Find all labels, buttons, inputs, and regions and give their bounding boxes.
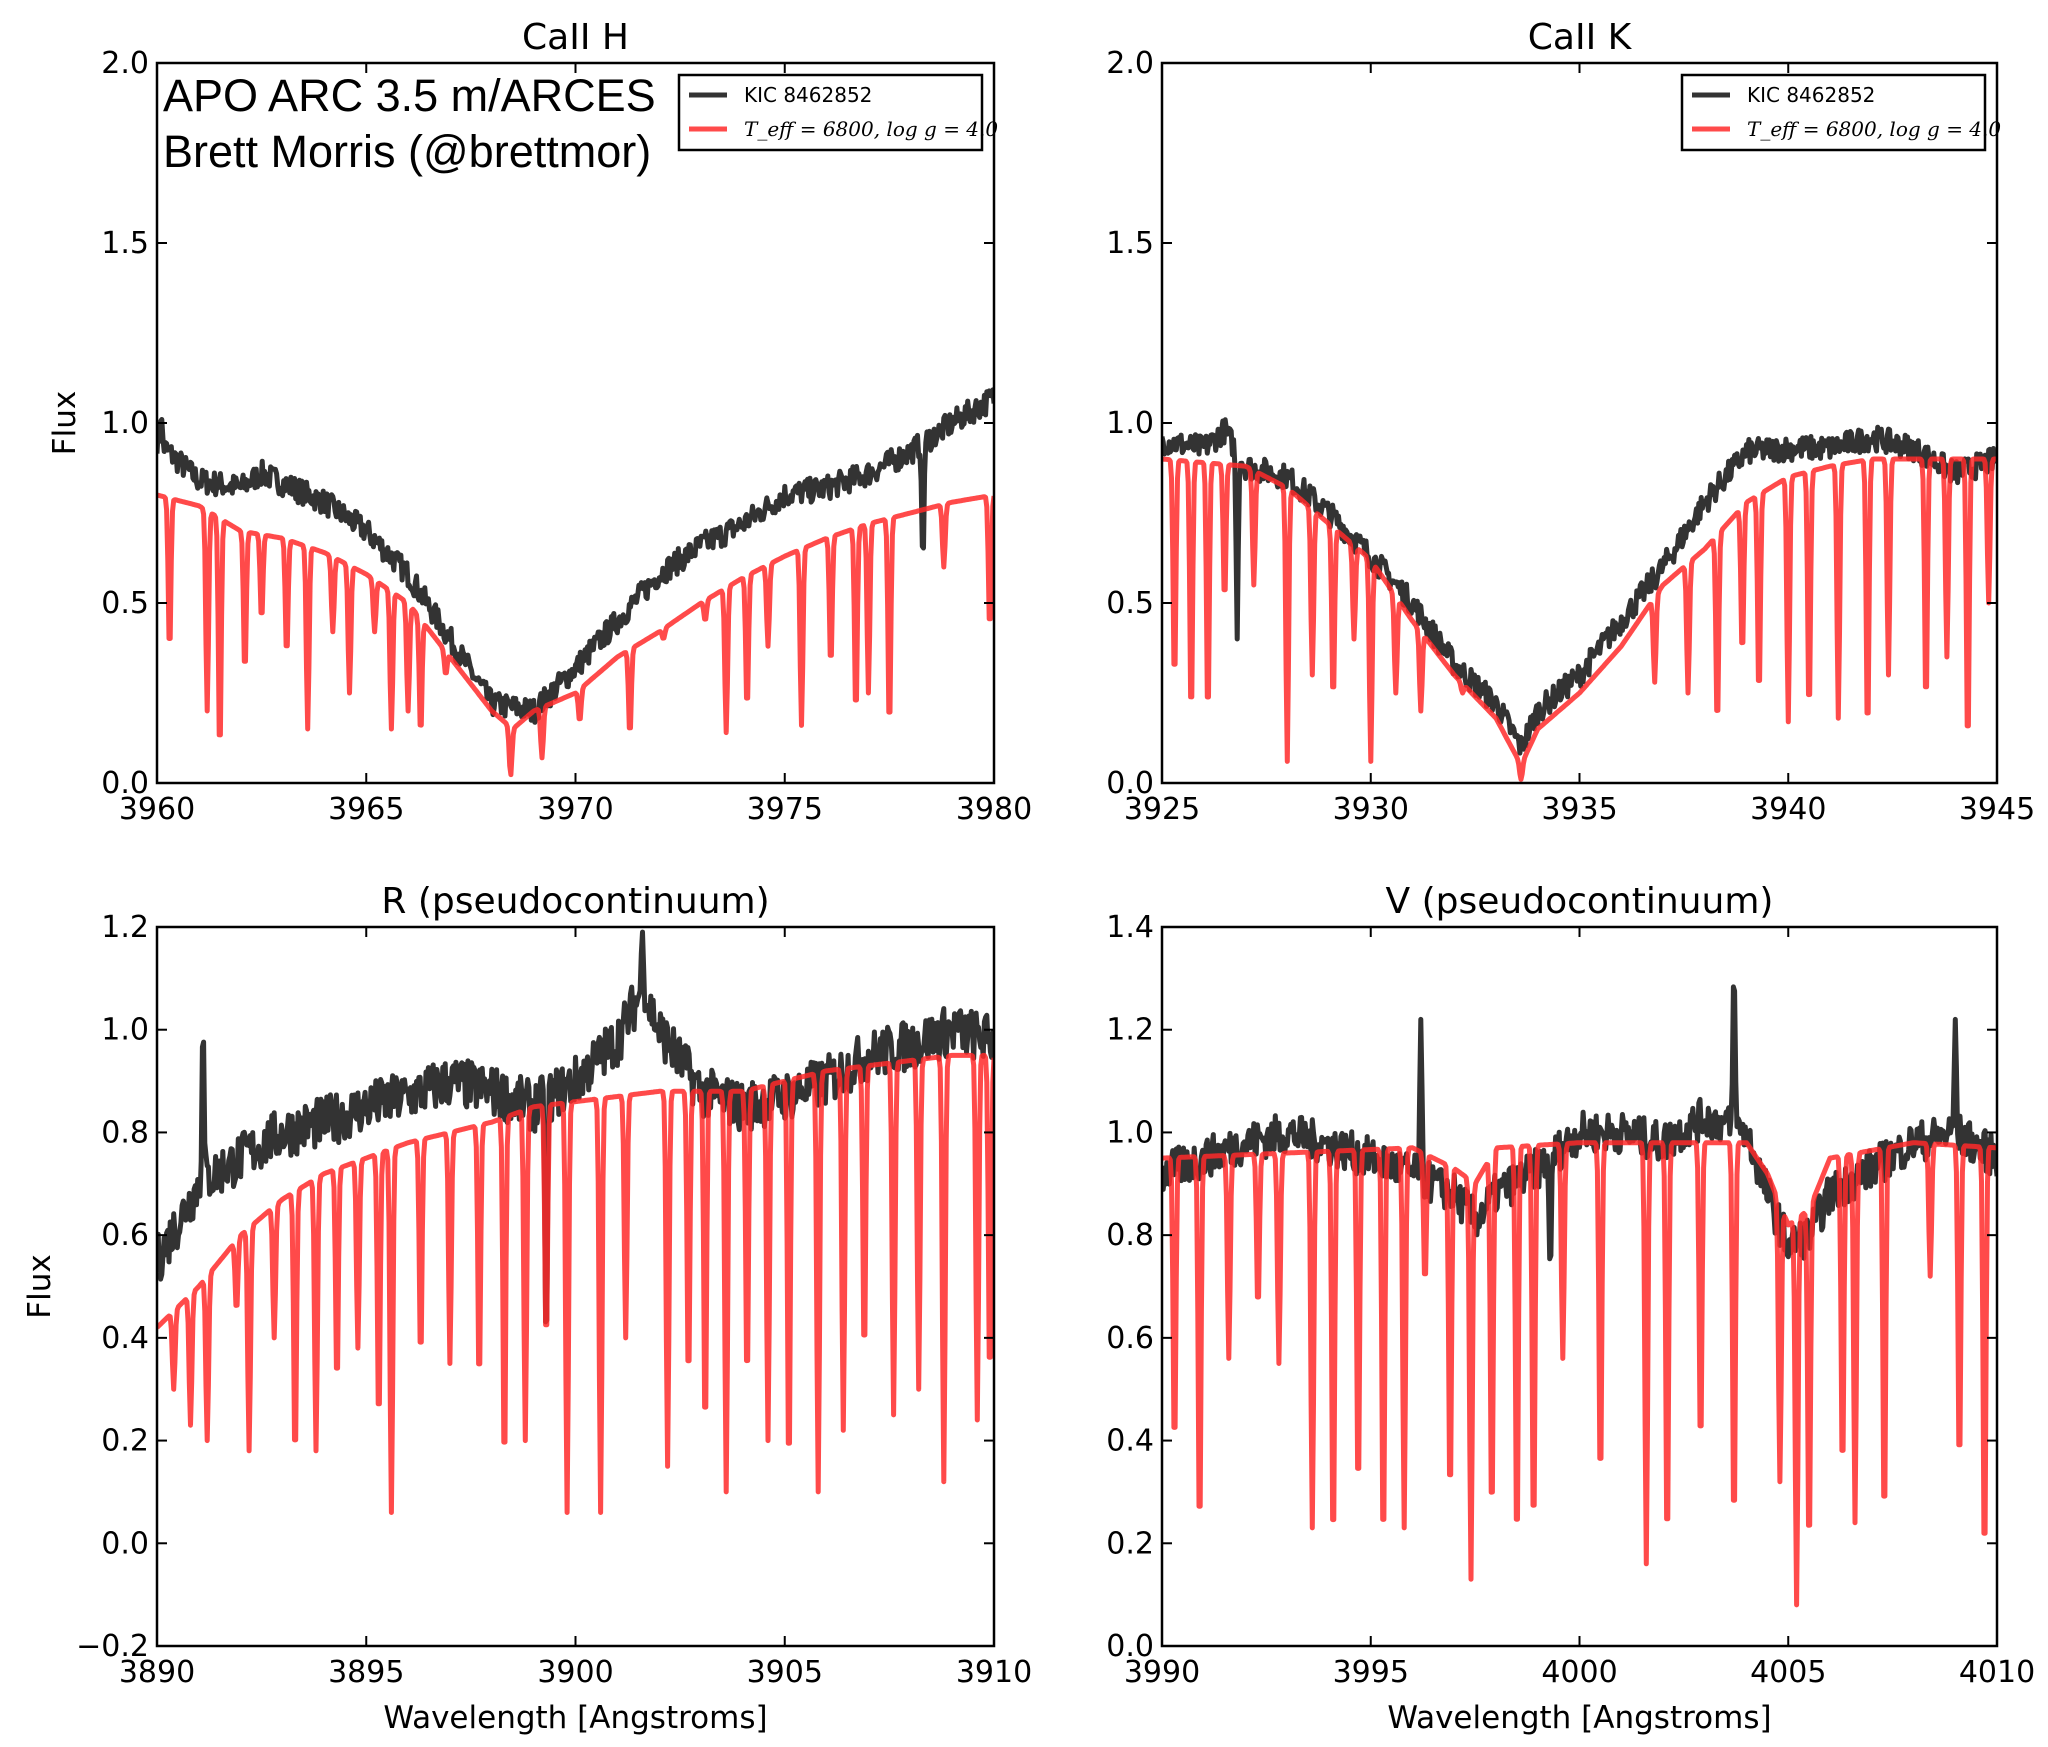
model-spectrum-line xyxy=(1162,1140,1997,1608)
model-spectrum-line xyxy=(1162,456,1997,782)
y-tick-label: 0.8 xyxy=(1106,1218,1154,1253)
y-tick-label: 0.0 xyxy=(101,1526,149,1561)
y-tick-label: 1.2 xyxy=(1106,1013,1154,1048)
axes-frame xyxy=(1160,925,1999,1648)
model-spectrum-line xyxy=(157,1052,994,1515)
plot-area xyxy=(1162,984,1997,1608)
x-tick-label: 3990 xyxy=(1124,1655,1200,1690)
x-tick-label: 3930 xyxy=(1333,792,1409,827)
y-tick-label: 2.0 xyxy=(1106,46,1154,81)
plot-area xyxy=(157,929,994,1515)
y-tick-label: 0.0 xyxy=(1106,1629,1154,1664)
y-tick-label: 1.0 xyxy=(1106,406,1154,441)
panel-1: 3925 3930 3935 3940 3945 0.0 0.5 1.0 1.5 2.0 CaII … xyxy=(1106,17,2035,827)
x-tick-label: 3975 xyxy=(747,792,823,827)
y-tick-label: 1.2 xyxy=(101,910,149,945)
y-tick-label: 0.0 xyxy=(1106,766,1154,801)
x-tick-label: 3905 xyxy=(747,1655,823,1690)
y-axis-label: Flux xyxy=(47,391,83,455)
y-tick-label: 1.5 xyxy=(1106,226,1154,261)
panel-0: 3960 3965 3970 3975 3980 0.0 0.5 1.0 1.5 2.0 CaII … xyxy=(47,17,1032,827)
annotation-text: Brett Morris (@brettmor) xyxy=(163,126,651,177)
legend-label: KIC 8462852 xyxy=(744,83,872,107)
legend-frame xyxy=(1680,73,1987,152)
y-tick-label: 0.2 xyxy=(1106,1526,1154,1561)
x-tick-label: 3900 xyxy=(537,1655,613,1690)
x-tick-label: 4005 xyxy=(1750,1655,1826,1690)
y-tick-label: 0.8 xyxy=(101,1115,149,1150)
x-tick-label: 3945 xyxy=(1959,792,2035,827)
chart-title: CaII K xyxy=(1528,17,1633,58)
observed-spectrum-line xyxy=(157,387,994,725)
x-tick-label: 3970 xyxy=(537,792,613,827)
x-tick-label: 4000 xyxy=(1541,1655,1617,1690)
x-tick-label: 3965 xyxy=(328,792,404,827)
y-axis-label: Flux xyxy=(22,1254,58,1318)
legend-label: T_eff = 6800, log g = 4.0 xyxy=(744,117,998,141)
y-tick-label: 1.5 xyxy=(101,226,149,261)
x-tick-label: 3940 xyxy=(1750,792,1826,827)
x-tick-label: 4010 xyxy=(1959,1655,2035,1690)
legend-frame xyxy=(677,73,984,152)
plot-area xyxy=(1162,417,1997,782)
y-tick-label: 0.5 xyxy=(101,586,149,621)
y-tick-label: 0.4 xyxy=(1106,1424,1154,1459)
y-tick-label: 0.2 xyxy=(101,1424,149,1459)
legend-label: T_eff = 6800, log g = 4.0 xyxy=(1747,117,2001,141)
x-axis-label: Wavelength [Angstroms] xyxy=(383,1700,767,1736)
observed-spectrum-line xyxy=(1162,984,1997,1262)
y-tick-label: 0.6 xyxy=(101,1218,149,1253)
chart-title: CaII H xyxy=(522,17,629,58)
y-tick-label: 2.0 xyxy=(101,46,149,81)
y-tick-label: 1.0 xyxy=(101,1013,149,1048)
x-tick-label: 3935 xyxy=(1541,792,1617,827)
model-spectrum-line xyxy=(157,492,994,778)
y-tick-label: 1.0 xyxy=(101,406,149,441)
y-tick-label: 0.5 xyxy=(1106,586,1154,621)
axes-frame xyxy=(155,925,996,1648)
y-tick-label: −0.2 xyxy=(76,1629,149,1664)
y-tick-label: 0.6 xyxy=(1106,1321,1154,1356)
x-tick-label: 3925 xyxy=(1124,792,1200,827)
legend: KIC 8462852 T_eff = 6800, log g = 4.0 xyxy=(1680,73,2001,152)
chart-title: R (pseudocontinuum) xyxy=(381,881,769,922)
y-tick-label: 0.4 xyxy=(101,1321,149,1356)
legend: KIC 8462852 T_eff = 6800, log g = 4.0 xyxy=(677,73,998,152)
observed-spectrum-line xyxy=(157,929,994,1325)
x-axis-label: Wavelength [Angstroms] xyxy=(1387,1700,1771,1736)
x-tick-label: 3910 xyxy=(956,1655,1032,1690)
x-tick-label: 3890 xyxy=(119,1655,195,1690)
x-tick-label: 3960 xyxy=(119,792,195,827)
y-tick-label: 0.0 xyxy=(101,766,149,801)
plot-area xyxy=(157,387,994,778)
x-tick-label: 3980 xyxy=(956,792,1032,827)
legend-label: KIC 8462852 xyxy=(1747,83,1875,107)
panel-3: 3990 3995 4000 4005 4010 0.0 0.2 0.4 0.6 0.8 1.0 1.… xyxy=(1106,881,2035,1736)
chart-title: V (pseudocontinuum) xyxy=(1386,881,1774,922)
x-tick-label: 3895 xyxy=(328,1655,404,1690)
y-tick-label: 1.0 xyxy=(1106,1115,1154,1150)
y-tick-label: 1.4 xyxy=(1106,910,1154,945)
panel-2: 3890 3895 3900 3905 3910 −0.2 0.0 0.2 0.4 0.6 0.8 1… xyxy=(22,881,1032,1736)
x-tick-label: 3995 xyxy=(1333,1655,1409,1690)
annotation-text: APO ARC 3.5 m/ARCES xyxy=(163,70,656,121)
